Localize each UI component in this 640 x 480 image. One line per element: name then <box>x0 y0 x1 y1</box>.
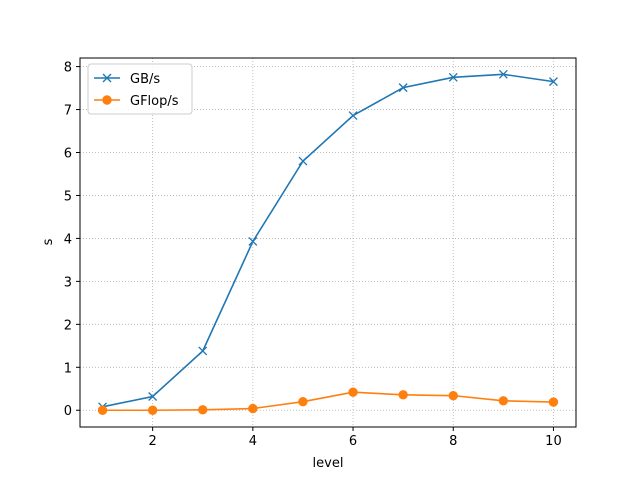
y-axis-label: s <box>41 238 56 245</box>
data-point-gflop-s <box>448 390 458 401</box>
data-point-gb-s <box>448 72 458 82</box>
data-point-gflop-s <box>398 390 408 400</box>
data-point-gflop-s <box>248 403 258 414</box>
x-tick-label: 4 <box>249 434 257 449</box>
x-tick-label: 8 <box>449 434 457 449</box>
data-point-gb-s <box>148 392 158 401</box>
y-tick-label: 6 <box>64 147 72 162</box>
data-point-gflop-s <box>147 405 158 415</box>
x-tick-label: 2 <box>149 434 157 449</box>
legend-entry-gflop-s: GFlop/s <box>94 94 179 109</box>
x-axis-label: level <box>313 456 344 471</box>
data-point-gflop-s <box>97 405 108 415</box>
data-point-gflop-s <box>198 405 208 415</box>
y-tick-label: 1 <box>64 361 72 376</box>
legend-marker-gflop-s <box>102 95 112 105</box>
y-tick-label: 4 <box>64 232 72 247</box>
data-point-gb-s <box>498 69 508 79</box>
x-tick-label: 10 <box>545 434 562 449</box>
y-tick-label: 7 <box>64 104 72 119</box>
series-line-gb-s <box>102 73 554 408</box>
data-point-gflop-s <box>298 396 308 407</box>
series-layer <box>97 69 559 415</box>
y-tick-label: 3 <box>64 275 72 290</box>
data-point-gb-s <box>298 156 308 166</box>
legend: GB/s GFlop/s <box>87 63 193 115</box>
data-point-gb-s <box>348 111 358 121</box>
data-point-gb-s <box>398 83 408 93</box>
series-line-gflop-s <box>102 391 554 412</box>
legend-label: GB/s <box>130 72 160 87</box>
axis-ticks: 2 4 6 8 10 0 1 2 3 4 5 6 7 8 <box>64 61 562 449</box>
data-point-gflop-s <box>548 397 559 407</box>
data-point-gb-s <box>548 77 558 87</box>
data-point-gflop-s <box>348 387 358 397</box>
y-tick-label: 5 <box>64 189 72 204</box>
legend-marker-gb-s <box>102 73 112 83</box>
legend-label: GFlop/s <box>130 94 179 109</box>
plot-frame <box>79 57 577 428</box>
y-tick-label: 8 <box>64 61 72 76</box>
legend-entry-gb-s: GB/s <box>94 72 160 87</box>
legend-box <box>87 63 193 115</box>
y-tick-label: 0 <box>64 404 72 419</box>
data-point-gflop-s <box>498 396 509 406</box>
x-tick-label: 6 <box>349 434 357 449</box>
data-point-gb-s <box>198 346 208 356</box>
data-point-gb-s <box>248 236 258 246</box>
y-tick-label: 2 <box>64 318 72 333</box>
series-gflop-s <box>97 387 559 415</box>
